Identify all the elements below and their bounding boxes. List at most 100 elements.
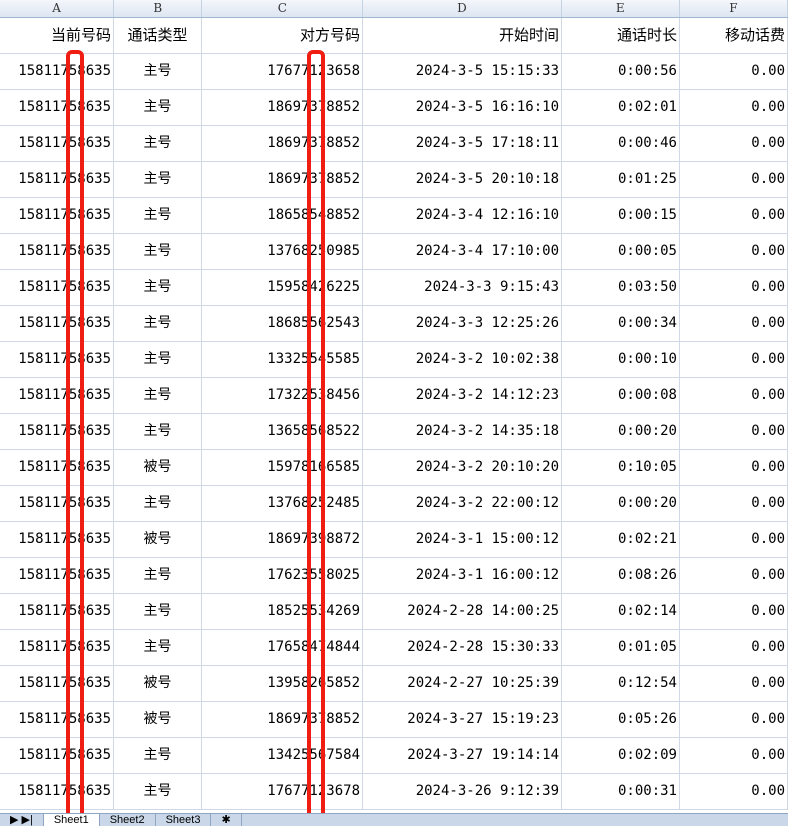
duration-cell[interactable]: 0:02:01: [562, 90, 680, 125]
duration-cell[interactable]: 0:01:05: [562, 630, 680, 665]
call-type-cell[interactable]: 被号: [114, 702, 202, 737]
duration-cell[interactable]: 0:02:21: [562, 522, 680, 557]
header-cell[interactable]: 开始时间: [363, 18, 562, 53]
fee-cell[interactable]: 0.00: [680, 162, 788, 197]
duration-cell[interactable]: 0:00:15: [562, 198, 680, 233]
call-type-cell[interactable]: 主号: [114, 738, 202, 773]
current-number-cell[interactable]: 15811758635: [0, 774, 114, 809]
other-number-cell[interactable]: 18697378852: [202, 162, 363, 197]
current-number-cell[interactable]: 15811758635: [0, 630, 114, 665]
start-time-cell[interactable]: 2024-3-1 15:00:12: [363, 522, 562, 557]
start-time-cell[interactable]: 2024-2-28 15:30:33: [363, 630, 562, 665]
start-time-cell[interactable]: 2024-3-3 12:25:26: [363, 306, 562, 341]
duration-cell[interactable]: 0:03:50: [562, 270, 680, 305]
fee-cell[interactable]: 0.00: [680, 54, 788, 89]
column-header-e[interactable]: E: [562, 0, 680, 17]
duration-cell[interactable]: 0:02:09: [562, 738, 680, 773]
column-header-b[interactable]: B: [114, 0, 203, 17]
duration-cell[interactable]: 0:00:05: [562, 234, 680, 269]
duration-cell[interactable]: 0:00:08: [562, 378, 680, 413]
column-header-c[interactable]: C: [202, 0, 364, 17]
call-type-cell[interactable]: 主号: [114, 234, 202, 269]
start-time-cell[interactable]: 2024-2-28 14:00:25: [363, 594, 562, 629]
current-number-cell[interactable]: 15811758635: [0, 162, 114, 197]
duration-cell[interactable]: 0:01:25: [562, 162, 680, 197]
fee-cell[interactable]: 0.00: [680, 666, 788, 701]
call-type-cell[interactable]: 主号: [114, 270, 202, 305]
fee-cell[interactable]: 0.00: [680, 558, 788, 593]
other-number-cell[interactable]: 18658548852: [202, 198, 363, 233]
call-type-cell[interactable]: 主号: [114, 774, 202, 809]
other-number-cell[interactable]: 13768252485: [202, 486, 363, 521]
other-number-cell[interactable]: 13958265852: [202, 666, 363, 701]
current-number-cell[interactable]: 15811758635: [0, 486, 114, 521]
current-number-cell[interactable]: 15811758635: [0, 378, 114, 413]
start-time-cell[interactable]: 2024-3-2 20:10:20: [363, 450, 562, 485]
other-number-cell[interactable]: 17322538456: [202, 378, 363, 413]
column-header-a[interactable]: A: [0, 0, 115, 17]
other-number-cell[interactable]: 15978166585: [202, 450, 363, 485]
current-number-cell[interactable]: 15811758635: [0, 54, 114, 89]
current-number-cell[interactable]: 15811758635: [0, 738, 114, 773]
duration-cell[interactable]: 0:00:10: [562, 342, 680, 377]
start-time-cell[interactable]: 2024-3-5 16:16:10: [363, 90, 562, 125]
current-number-cell[interactable]: 15811758635: [0, 414, 114, 449]
current-number-cell[interactable]: 15811758635: [0, 126, 114, 161]
other-number-cell[interactable]: 18685562543: [202, 306, 363, 341]
start-time-cell[interactable]: 2024-3-27 19:14:14: [363, 738, 562, 773]
call-type-cell[interactable]: 主号: [114, 558, 202, 593]
other-number-cell[interactable]: 17677123658: [202, 54, 363, 89]
current-number-cell[interactable]: 15811758635: [0, 306, 114, 341]
call-type-cell[interactable]: 主号: [114, 378, 202, 413]
call-type-cell[interactable]: 主号: [114, 306, 202, 341]
other-number-cell[interactable]: 13425567584: [202, 738, 363, 773]
current-number-cell[interactable]: 15811758635: [0, 90, 114, 125]
fee-cell[interactable]: 0.00: [680, 630, 788, 665]
start-time-cell[interactable]: 2024-3-5 17:18:11: [363, 126, 562, 161]
current-number-cell[interactable]: 15811758635: [0, 198, 114, 233]
other-number-cell[interactable]: 13325545585: [202, 342, 363, 377]
other-number-cell[interactable]: 13658568522: [202, 414, 363, 449]
column-header-d[interactable]: D: [363, 0, 562, 17]
header-cell[interactable]: 通话时长: [562, 18, 680, 53]
call-type-cell[interactable]: 主号: [114, 90, 202, 125]
current-number-cell[interactable]: 15811758635: [0, 522, 114, 557]
fee-cell[interactable]: 0.00: [680, 522, 788, 557]
duration-cell[interactable]: 0:00:20: [562, 486, 680, 521]
tab-sheet1[interactable]: Sheet1: [43, 814, 100, 826]
start-time-cell[interactable]: 2024-3-2 14:35:18: [363, 414, 562, 449]
other-number-cell[interactable]: 18697378852: [202, 702, 363, 737]
insert-sheet-icon[interactable]: ✱: [211, 814, 242, 826]
fee-cell[interactable]: 0.00: [680, 738, 788, 773]
current-number-cell[interactable]: 15811758635: [0, 594, 114, 629]
start-time-cell[interactable]: 2024-2-27 10:25:39: [363, 666, 562, 701]
current-number-cell[interactable]: 15811758635: [0, 666, 114, 701]
other-number-cell[interactable]: 17658474844: [202, 630, 363, 665]
duration-cell[interactable]: 0:00:56: [562, 54, 680, 89]
call-type-cell[interactable]: 主号: [114, 126, 202, 161]
duration-cell[interactable]: 0:08:26: [562, 558, 680, 593]
duration-cell[interactable]: 0:00:20: [562, 414, 680, 449]
fee-cell[interactable]: 0.00: [680, 270, 788, 305]
start-time-cell[interactable]: 2024-3-5 20:10:18: [363, 162, 562, 197]
header-cell[interactable]: 对方号码: [202, 18, 363, 53]
start-time-cell[interactable]: 2024-3-2 14:12:23: [363, 378, 562, 413]
fee-cell[interactable]: 0.00: [680, 378, 788, 413]
start-time-cell[interactable]: 2024-3-1 16:00:12: [363, 558, 562, 593]
call-type-cell[interactable]: 主号: [114, 162, 202, 197]
header-cell[interactable]: 当前号码: [0, 18, 114, 53]
duration-cell[interactable]: 0:00:31: [562, 774, 680, 809]
call-type-cell[interactable]: 主号: [114, 414, 202, 449]
fee-cell[interactable]: 0.00: [680, 126, 788, 161]
fee-cell[interactable]: 0.00: [680, 774, 788, 809]
other-number-cell[interactable]: 18697378852: [202, 90, 363, 125]
other-number-cell[interactable]: 15958426225: [202, 270, 363, 305]
header-cell[interactable]: 移动话费: [680, 18, 788, 53]
call-type-cell[interactable]: 主号: [114, 630, 202, 665]
start-time-cell[interactable]: 2024-3-2 22:00:12: [363, 486, 562, 521]
fee-cell[interactable]: 0.00: [680, 306, 788, 341]
fee-cell[interactable]: 0.00: [680, 342, 788, 377]
fee-cell[interactable]: 0.00: [680, 234, 788, 269]
start-time-cell[interactable]: 2024-3-5 15:15:33: [363, 54, 562, 89]
duration-cell[interactable]: 0:05:26: [562, 702, 680, 737]
